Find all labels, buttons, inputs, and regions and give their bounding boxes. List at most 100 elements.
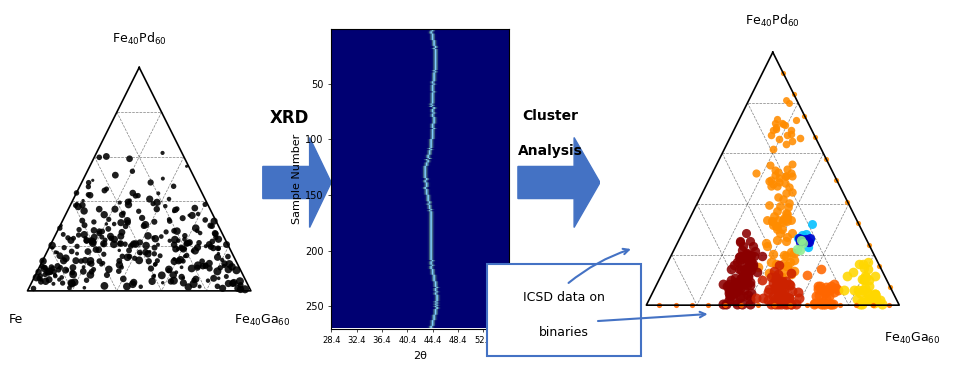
Point bbox=[120, 218, 135, 223]
Point bbox=[783, 271, 799, 277]
Point bbox=[186, 277, 202, 283]
Point bbox=[740, 292, 756, 298]
Point bbox=[122, 156, 137, 162]
Point bbox=[83, 192, 98, 198]
Point bbox=[176, 246, 191, 252]
Point bbox=[208, 231, 224, 237]
Point bbox=[131, 208, 146, 214]
Point bbox=[778, 253, 793, 259]
Point bbox=[738, 254, 754, 260]
Point bbox=[185, 248, 201, 254]
Point bbox=[190, 265, 205, 270]
Point bbox=[738, 266, 754, 272]
Point bbox=[52, 253, 67, 259]
Point bbox=[64, 281, 80, 287]
Point bbox=[800, 236, 815, 242]
Point bbox=[125, 190, 140, 196]
Point bbox=[81, 184, 96, 190]
Point bbox=[807, 134, 823, 140]
Point bbox=[46, 269, 61, 274]
Point bbox=[800, 244, 815, 250]
Point bbox=[31, 269, 46, 275]
Point bbox=[740, 274, 756, 280]
Point bbox=[783, 170, 799, 176]
Point bbox=[198, 201, 213, 207]
Point bbox=[53, 265, 68, 270]
Point bbox=[97, 188, 112, 193]
Point bbox=[739, 250, 755, 256]
Point bbox=[81, 192, 96, 197]
Point bbox=[815, 301, 830, 307]
Point bbox=[745, 261, 760, 266]
Point bbox=[772, 300, 787, 306]
Point bbox=[171, 238, 186, 243]
Point bbox=[123, 243, 138, 249]
Point bbox=[85, 240, 101, 246]
Point bbox=[765, 127, 780, 132]
Polygon shape bbox=[518, 138, 600, 227]
Point bbox=[813, 301, 828, 307]
Point bbox=[769, 226, 784, 232]
Point bbox=[793, 135, 808, 141]
Point bbox=[44, 243, 60, 249]
Point bbox=[818, 284, 833, 289]
Point bbox=[125, 168, 140, 174]
Point bbox=[797, 113, 812, 119]
Point bbox=[176, 258, 191, 264]
Point bbox=[773, 230, 788, 236]
Point bbox=[60, 267, 75, 273]
Point bbox=[769, 237, 784, 243]
Point bbox=[771, 175, 786, 181]
Point bbox=[779, 132, 794, 138]
Point bbox=[763, 274, 779, 280]
Point bbox=[742, 296, 757, 301]
Point bbox=[810, 286, 826, 292]
Point bbox=[747, 253, 762, 259]
Point bbox=[169, 206, 184, 212]
Point bbox=[732, 285, 747, 291]
Point bbox=[769, 223, 784, 229]
Point bbox=[778, 300, 793, 306]
Point bbox=[166, 278, 181, 284]
Y-axis label: Sample Number: Sample Number bbox=[292, 134, 302, 224]
Point bbox=[849, 302, 864, 308]
Point bbox=[65, 272, 81, 277]
Point bbox=[867, 291, 882, 296]
Point bbox=[166, 183, 181, 189]
Point bbox=[784, 230, 800, 236]
Point bbox=[776, 121, 791, 127]
Point bbox=[166, 256, 181, 262]
Point bbox=[773, 203, 788, 209]
Point bbox=[772, 299, 787, 305]
Point bbox=[32, 276, 47, 281]
Point bbox=[192, 230, 207, 236]
Point bbox=[198, 217, 213, 223]
Point bbox=[727, 291, 742, 296]
Point bbox=[114, 212, 130, 218]
Point bbox=[786, 250, 802, 256]
Point bbox=[851, 287, 866, 293]
Point bbox=[861, 290, 876, 296]
Point bbox=[792, 247, 807, 253]
Point bbox=[855, 287, 871, 293]
Point bbox=[99, 272, 114, 278]
Point bbox=[728, 275, 743, 281]
Point bbox=[76, 264, 91, 270]
Point bbox=[107, 237, 122, 242]
Point bbox=[204, 223, 220, 229]
Point bbox=[722, 293, 737, 299]
Point bbox=[206, 275, 222, 281]
Point bbox=[58, 267, 73, 273]
Point bbox=[210, 254, 226, 260]
Point bbox=[854, 299, 870, 304]
Point bbox=[96, 241, 111, 247]
Point bbox=[715, 301, 731, 307]
Point bbox=[84, 261, 99, 266]
Point bbox=[748, 248, 763, 254]
Text: binaries: binaries bbox=[540, 326, 588, 339]
Point bbox=[127, 255, 142, 261]
Point bbox=[733, 274, 749, 280]
Point bbox=[771, 301, 786, 307]
Point bbox=[821, 288, 836, 293]
Point bbox=[852, 301, 868, 307]
